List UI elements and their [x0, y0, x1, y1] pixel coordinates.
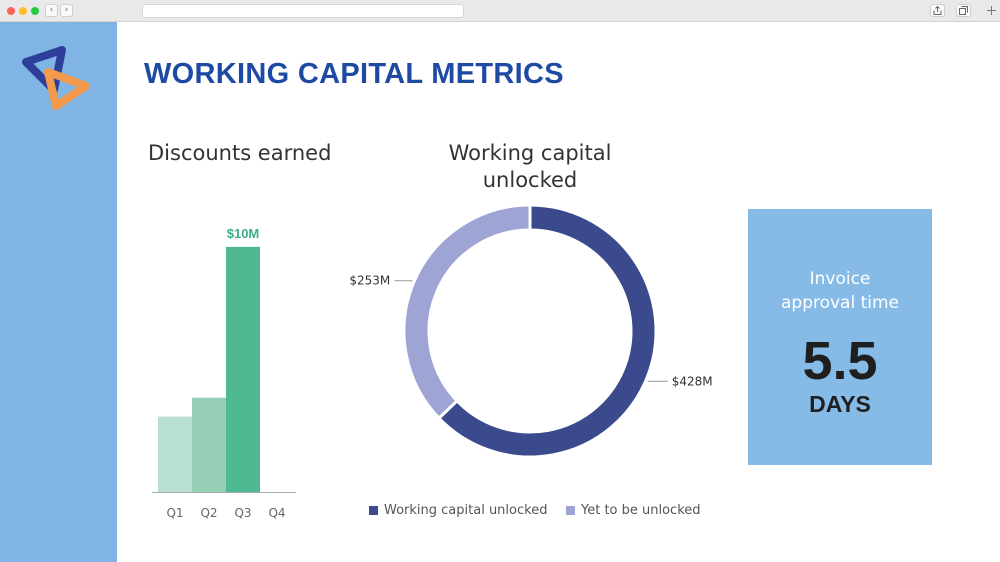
donut-chart-title-line-2: unlocked [482, 168, 578, 192]
donut-chart-title: Working capital unlocked [430, 140, 630, 194]
brand-logo-icon [22, 46, 90, 110]
x-tick-q3: Q3 [234, 506, 251, 520]
tabs-button[interactable] [956, 4, 971, 17]
x-tick-q2: Q2 [200, 506, 217, 520]
bar-q1 [158, 416, 192, 492]
kpi-unit: DAYS [809, 391, 871, 417]
x-tick-q4: Q4 [268, 506, 285, 520]
legend-swatch-yet-to-be-unlocked [566, 506, 575, 515]
back-button[interactable]: ‹ [45, 4, 58, 17]
legend-item-working-capital: Working capital unlocked [369, 503, 547, 518]
bar-chart-title: Discounts earned [148, 141, 332, 165]
sidebar [0, 22, 117, 562]
chevron-right-icon: › [64, 5, 69, 15]
kpi-value: 5.5 [802, 331, 878, 391]
new-tab-button[interactable] [984, 4, 1000, 17]
share-icon [933, 5, 942, 15]
zoom-window-icon[interactable] [31, 7, 39, 15]
chevron-left-icon: ‹ [49, 5, 54, 15]
legend-item-yet-to-be-unlocked: Yet to be unlocked [566, 503, 701, 518]
plus-icon [987, 6, 996, 15]
tabs-icon [959, 6, 968, 15]
browser-toolbar: ‹ › [0, 0, 1000, 22]
donut-slice-working-capital [436, 203, 658, 459]
bar-q3 [226, 246, 260, 492]
data-label-q3: $10M [227, 226, 260, 241]
donut-slice-yet-to-be-unlocked [402, 203, 532, 421]
minimize-window-icon[interactable] [19, 7, 27, 15]
bar-chart: Q1 Q2 Q3 Q4 $10M [152, 226, 296, 520]
close-window-icon[interactable] [7, 7, 15, 15]
kpi-card-invoice-approval: Invoice approval time 5.5 DAYS [748, 209, 932, 465]
forward-button[interactable]: › [60, 4, 73, 17]
legend-label-working-capital: Working capital unlocked [384, 503, 548, 518]
x-tick-q1: Q1 [166, 506, 183, 520]
legend-label-yet-to-be-unlocked: Yet to be unlocked [581, 503, 701, 518]
share-button[interactable] [930, 4, 945, 17]
kpi-label: Invoice approval time [748, 267, 932, 315]
value-label-yet-to-be-unlocked: $253M [349, 274, 390, 288]
address-bar[interactable] [142, 4, 464, 18]
kpi-label-line-2: approval time [780, 293, 900, 313]
page-title: WORKING CAPITAL METRICS [144, 58, 564, 90]
donut-chart-title-line-1: Working capital [448, 141, 612, 165]
value-label-working-capital: $428M [672, 374, 713, 388]
kpi-label-line-1: Invoice [809, 269, 871, 289]
donut-chart: $428M $253M [349, 203, 713, 459]
legend-swatch-working-capital [369, 506, 378, 515]
bar-q2 [192, 397, 226, 492]
